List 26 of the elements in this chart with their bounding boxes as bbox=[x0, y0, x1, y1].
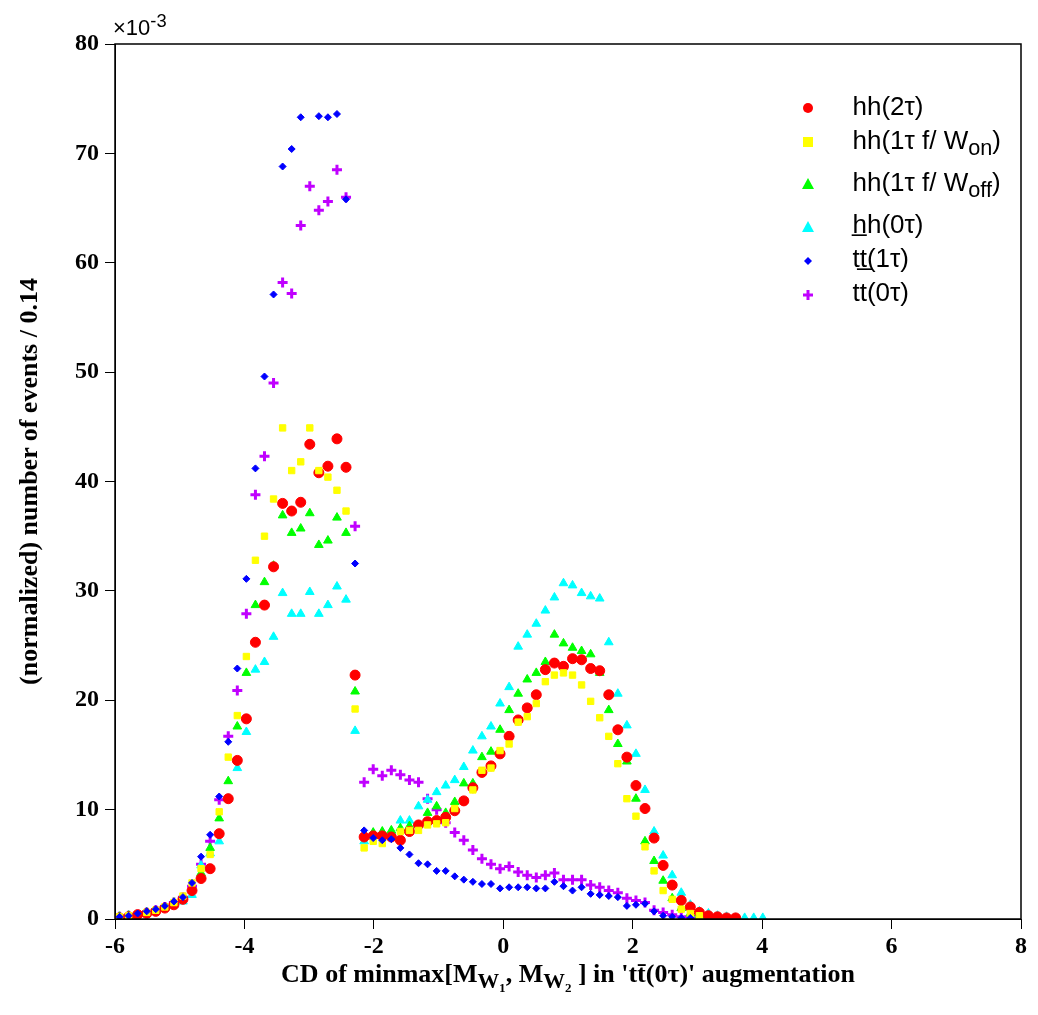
y-tick-label: 70 bbox=[75, 138, 99, 165]
y-tick-label: 0 bbox=[87, 904, 99, 931]
legend-label: hh(1τ f/ W$_{off}$) bbox=[852, 167, 1001, 203]
x-tick-label: -4 bbox=[234, 931, 255, 958]
legend-label: hh(1τ f/ W$_{on}$) bbox=[852, 125, 1001, 161]
legend-label: hh(2τ) bbox=[852, 91, 924, 121]
x-tick-label: -2 bbox=[363, 931, 384, 958]
x-axis-title: CD of minmax[M$_{W₁}$, M$_{W₂}$ ] in 'tt̄(0τ)' augmentation bbox=[280, 959, 856, 995]
y-tick-label: 80 bbox=[75, 29, 99, 56]
x-tick-label: 8 bbox=[1015, 931, 1027, 958]
y-tick-label: 40 bbox=[75, 466, 99, 493]
x-tick-label: 0 bbox=[497, 931, 510, 958]
text: ×10$^{-3}$ bbox=[113, 10, 167, 42]
y-tick-label: 60 bbox=[75, 247, 99, 274]
x-tick-label: 6 bbox=[885, 931, 898, 958]
y-tick-label: 50 bbox=[75, 357, 99, 384]
legend-label: tt(0τ) bbox=[852, 277, 909, 308]
y-tick-label: 20 bbox=[75, 685, 99, 712]
x-tick-label: -6 bbox=[105, 931, 125, 958]
legend-label: h̲h(0τ) bbox=[852, 209, 924, 240]
y-axis-title: (normalized) number of events / 0.14 bbox=[14, 277, 44, 687]
y-tick-label: 30 bbox=[75, 576, 99, 603]
x-tick-label: 2 bbox=[626, 931, 639, 958]
legend-label: tt̲(1τ) bbox=[852, 243, 909, 274]
x-tick-label: 4 bbox=[756, 931, 769, 958]
y-tick-label: 10 bbox=[75, 794, 99, 821]
